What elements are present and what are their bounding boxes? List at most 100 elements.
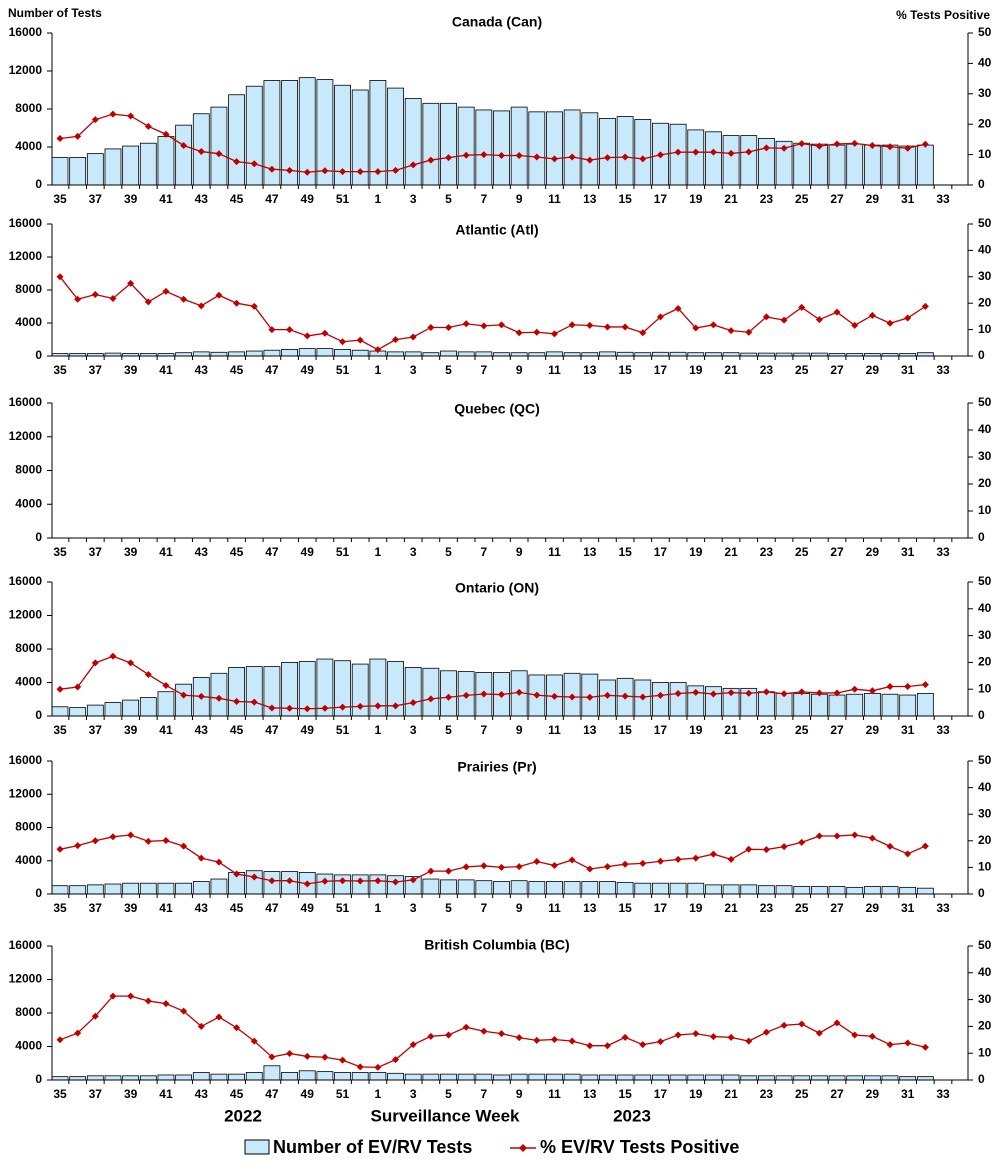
line-marker: [339, 1056, 347, 1064]
line-marker: [868, 141, 876, 149]
line-marker: [621, 860, 629, 868]
bar: [122, 699, 140, 717]
bar: [440, 670, 457, 717]
line-marker: [286, 704, 294, 712]
x-tick-label: 47: [265, 723, 279, 737]
bar: [387, 351, 404, 357]
bar: [475, 880, 493, 895]
x-tick-label: 21: [724, 192, 738, 206]
line-marker: [533, 328, 541, 336]
line-marker: [709, 1033, 717, 1041]
line-marker: [197, 302, 205, 310]
x-tick-label: 5: [445, 192, 452, 206]
x-tick-label: 9: [516, 901, 523, 915]
y-tick-label: 8000: [15, 101, 42, 115]
line-marker: [868, 834, 876, 842]
x-tick-label: 49: [301, 1087, 315, 1101]
line-marker: [409, 699, 417, 707]
bar: [828, 694, 846, 717]
line-marker: [56, 273, 64, 281]
line-marker: [339, 703, 347, 711]
bar: [210, 1073, 228, 1081]
y2-tick-label: 0: [978, 886, 985, 900]
line-marker: [533, 858, 541, 866]
line-marker: [339, 338, 347, 346]
bar: [475, 109, 493, 186]
line-marker: [109, 992, 117, 1000]
x-tick-label: 13: [583, 545, 597, 559]
x-tick-label: 23: [760, 901, 774, 915]
line-marker: [833, 832, 841, 840]
y2-tick-label: 40: [978, 780, 992, 794]
line-marker: [286, 166, 294, 174]
y2-tick-label: 10: [978, 147, 992, 161]
bar: [122, 1075, 140, 1081]
line-marker: [639, 859, 647, 867]
line-marker: [162, 287, 170, 295]
bar: [139, 882, 157, 895]
line-marker: [656, 151, 664, 159]
y2-tick-label: 0: [978, 708, 985, 722]
bar: [528, 111, 546, 186]
x-tick-label: 1: [375, 723, 382, 737]
line-marker: [127, 112, 135, 120]
line-marker: [568, 693, 576, 701]
line-marker: [727, 689, 735, 697]
line-marker: [480, 690, 488, 698]
bar: [210, 878, 228, 895]
line-marker: [745, 328, 753, 336]
x-tick-label: 29: [866, 723, 880, 737]
line-marker: [409, 876, 417, 884]
y2-tick-label: 20: [978, 116, 992, 130]
x-tick-label: 47: [265, 363, 279, 377]
x-tick-label: 29: [866, 901, 880, 915]
x-tick-label: 29: [866, 545, 880, 559]
legend-swatch: [244, 1139, 270, 1155]
line-marker: [727, 855, 735, 863]
bar: [740, 135, 758, 186]
bar: [104, 702, 122, 717]
line-marker: [374, 702, 382, 710]
x-tick-label: 11: [548, 363, 561, 377]
line-marker: [144, 122, 152, 130]
x-tick-label: 21: [724, 545, 738, 559]
line-marker: [851, 685, 859, 693]
line-marker: [815, 316, 823, 324]
x-tick-label: 31: [901, 723, 915, 737]
y2-tick-label: 30: [978, 269, 992, 283]
line-marker: [268, 1053, 276, 1061]
bar: [599, 1074, 616, 1081]
line-marker: [815, 689, 823, 697]
bar: [122, 145, 140, 186]
bar: [457, 879, 475, 895]
line-marker: [321, 704, 329, 712]
line-marker: [603, 863, 611, 871]
line-marker: [798, 1020, 806, 1028]
bar: [69, 707, 87, 717]
line-marker: [833, 140, 841, 148]
y2-tick-label: 0: [978, 177, 985, 191]
line-marker: [745, 148, 753, 156]
bar: [634, 882, 652, 895]
y2-tick-label: 20: [978, 1019, 992, 1033]
line-marker: [603, 1042, 611, 1050]
line-marker: [762, 1028, 770, 1036]
line-marker: [197, 854, 205, 862]
chart-title: Quebec (QC): [454, 401, 540, 417]
x-tick-label: 19: [689, 1087, 703, 1101]
x-tick-label: 3: [410, 363, 417, 377]
bar: [51, 157, 69, 186]
x-tick-label: 11: [548, 901, 561, 915]
line-marker: [921, 302, 929, 310]
x-tick-label: 31: [901, 545, 915, 559]
bar: [351, 349, 369, 357]
line-marker: [445, 1031, 453, 1039]
bar: [404, 351, 422, 357]
line-marker: [427, 156, 435, 164]
bar: [846, 886, 864, 895]
x-tick-label: 39: [124, 363, 138, 377]
line-marker: [921, 140, 929, 148]
x-axis-label: Surveillance Week: [371, 1106, 521, 1125]
line-marker: [656, 691, 664, 699]
y-tick-label: 8000: [15, 463, 42, 477]
